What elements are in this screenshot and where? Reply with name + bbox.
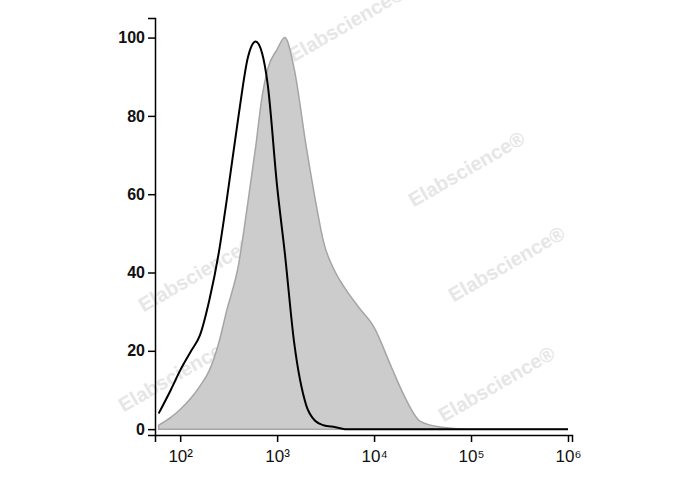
- y-tick-mark: [148, 116, 155, 118]
- watermark: Elabscience®: [405, 127, 529, 211]
- x-tick-label: 10⁵: [459, 447, 485, 466]
- y-tick-mark: [148, 272, 155, 274]
- y-tick-mark: [148, 37, 155, 39]
- x-tick-label: 10⁴: [361, 447, 387, 466]
- y-tick: 40: [127, 264, 155, 281]
- x-tick-mark: [180, 435, 182, 442]
- x-tick-mark: [277, 435, 279, 442]
- y-tick-label: 80: [127, 108, 145, 125]
- y-tick-mark: [148, 194, 155, 196]
- y-tick-mark: [148, 351, 155, 353]
- y-tick: 60: [127, 186, 155, 203]
- x-tick: 10⁴: [361, 435, 387, 466]
- y-axis-line: [148, 19, 156, 436]
- x-tick-mark: [471, 435, 473, 442]
- x-tick: 10⁶: [556, 435, 582, 466]
- x-axis: 10² 10³ 10⁴ 10⁵ 10⁶: [156, 435, 582, 466]
- y-tick: 20: [127, 342, 155, 359]
- y-tick: 80: [127, 108, 155, 125]
- x-tick-label: 10³: [265, 447, 290, 466]
- x-tick: 10²: [168, 435, 193, 466]
- y-tick-mark: [148, 429, 155, 431]
- y-tick-label: 20: [127, 342, 145, 359]
- y-tick: 0: [136, 421, 155, 438]
- x-tick: 10⁵: [459, 435, 485, 466]
- y-tick: 100: [118, 29, 155, 46]
- histogram-line: [159, 41, 568, 429]
- chart: Elabscience® Elabscience® Elabscience® Elab…: [0, 0, 688, 490]
- x-tick: 10³: [265, 435, 290, 466]
- y-tick-label: 0: [136, 421, 145, 438]
- y-tick-label: 40: [127, 264, 145, 281]
- y-tick-label: 100: [118, 29, 145, 46]
- watermark: Elabscience®: [445, 222, 569, 306]
- x-tick-mark: [374, 435, 376, 442]
- x-tick-label: 10⁶: [556, 447, 582, 466]
- histogram-area: [159, 38, 568, 430]
- x-tick-mark: [568, 435, 570, 442]
- watermark: Elabscience®: [285, 0, 409, 66]
- watermark: Elabscience®: [435, 342, 559, 426]
- y-axis: 0 20 40 60 80 100: [118, 19, 155, 438]
- y-tick-label: 60: [127, 186, 145, 203]
- plot-area: [159, 38, 568, 430]
- x-axis-line: [156, 436, 573, 443]
- x-tick-label: 10²: [168, 447, 193, 466]
